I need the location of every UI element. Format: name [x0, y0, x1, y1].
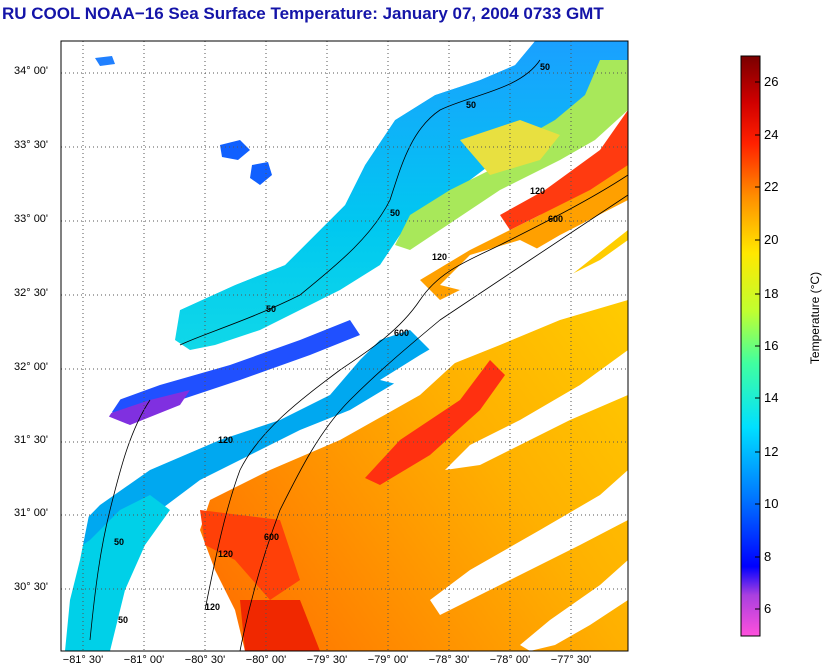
- contour-label: 120: [205, 602, 220, 612]
- longitude-label: −81° 30': [62, 654, 104, 666]
- warm-sea-layer: [200, 41, 628, 651]
- colorbar-tick-label: 18: [764, 286, 779, 301]
- colorbar-tick-label: 6: [764, 601, 772, 616]
- contour-label: 50: [114, 537, 124, 547]
- contour-label: 120: [218, 435, 233, 445]
- contour-label: 600: [264, 532, 279, 542]
- shelf-yellow-water: [460, 120, 560, 175]
- longitude-label: −78° 30': [428, 654, 470, 666]
- cloud-cover: [380, 240, 628, 385]
- cold-streak: [105, 320, 360, 420]
- lat-lon-grid: [61, 41, 628, 651]
- contour-label: 50: [540, 62, 550, 72]
- land-mass: [61, 41, 535, 651]
- inland-lake: [95, 56, 115, 66]
- cold-streak-violet: [105, 390, 190, 425]
- contour-label: 600: [548, 214, 563, 224]
- latitude-label: 30° 30': [14, 581, 49, 593]
- latitude-label: 33° 30': [14, 139, 49, 151]
- colorbar-axis-label: Temperature (°C): [808, 271, 822, 365]
- colorbar-tick-label: 10: [764, 496, 779, 511]
- colorbar-tick-label: 26: [764, 74, 779, 89]
- latitude-label: 32° 00': [14, 361, 49, 373]
- isobath-120: [204, 174, 628, 611]
- longitude-label: −80° 00': [245, 654, 287, 666]
- isobath-contours: [89, 59, 628, 651]
- gulf-stream-core: [500, 110, 628, 230]
- colorbar-tick-label: 22: [764, 179, 779, 194]
- longitude-label: −79° 30': [306, 654, 348, 666]
- colorbar-tick-label: 12: [764, 444, 779, 459]
- colorbar-ticks: [755, 81, 760, 610]
- inland-lake: [250, 162, 272, 185]
- southern-shelf-inner: [61, 495, 170, 651]
- longitude-label: −78° 00': [489, 654, 531, 666]
- contour-label: 50: [390, 208, 400, 218]
- cloud-cover: [520, 560, 628, 651]
- warm-filament: [365, 360, 505, 485]
- latitude-label: 34° 00': [14, 65, 49, 77]
- warm-patch-south: [200, 510, 300, 600]
- colorbar-tick-label: 20: [764, 232, 779, 247]
- warm-patch-southeast: [240, 600, 320, 651]
- contour-label: 50: [466, 100, 476, 110]
- contour-label: 120: [432, 252, 447, 262]
- latitude-label: 31° 30': [14, 434, 49, 446]
- map-title: RU COOL NOAA−16 Sea Surface Temperature:…: [2, 4, 604, 23]
- longitude-label: −81° 00': [123, 654, 165, 666]
- colorbar-tick-label: 16: [764, 338, 779, 353]
- colorbar-tick-label: 8: [764, 549, 772, 564]
- southern-shelf-water: [61, 330, 430, 651]
- longitude-label: −77° 30': [550, 654, 592, 666]
- longitude-label: −79° 00': [367, 654, 409, 666]
- latitude-label: 31° 00': [14, 507, 49, 519]
- latitude-label: 33° 00': [14, 213, 49, 225]
- contour-label: 120: [530, 186, 545, 196]
- colorbar-tick-label: 24: [764, 127, 779, 142]
- isobath-600: [239, 194, 628, 651]
- longitude-label: −80° 30': [184, 654, 226, 666]
- isobath-50: [89, 399, 151, 641]
- inland-lake: [220, 140, 250, 160]
- colorbar-tick-label: 14: [764, 390, 779, 405]
- cloud-cover: [445, 350, 628, 470]
- cloud-cover: [440, 240, 540, 290]
- contour-label: 50: [266, 304, 276, 314]
- coastal-shelf-water: [175, 41, 628, 350]
- latitude-label: 32° 30': [14, 287, 49, 299]
- contour-label: 50: [118, 615, 128, 625]
- cloud-cover: [430, 470, 628, 615]
- contour-label: 600: [394, 328, 409, 338]
- contour-label: 120: [218, 549, 233, 559]
- plot-border: [60, 40, 629, 652]
- isobath-50: [179, 59, 541, 346]
